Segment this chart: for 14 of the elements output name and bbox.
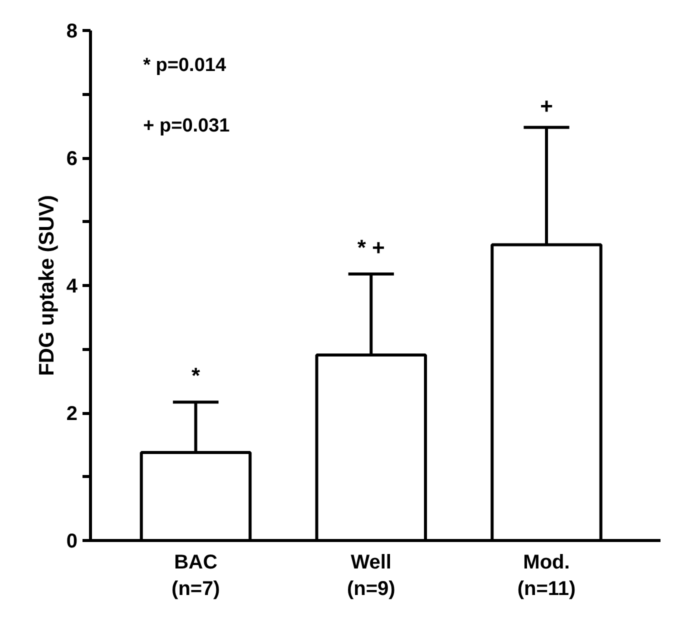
annotation: + p=0.031 [143, 116, 230, 137]
y-tick-label: 0 [66, 530, 78, 552]
annotation: * [191, 363, 200, 388]
y-tick-label: 4 [66, 276, 78, 298]
x-tick-label: Well (n=9) [346, 552, 396, 600]
x-tick-label: Mod. (n=11) [517, 552, 576, 600]
y-tick-label: 8 [66, 20, 78, 42]
y-axis-title: FDG uptake (SUV) [35, 195, 58, 376]
annotation: * + [357, 235, 385, 260]
y-tick-label: 2 [66, 403, 78, 425]
x-tick-label: BAC (n=7) [172, 552, 220, 600]
y-tick-label: 6 [66, 148, 78, 170]
annotation: + [540, 93, 553, 118]
annotation: * p=0.014 [143, 55, 226, 76]
